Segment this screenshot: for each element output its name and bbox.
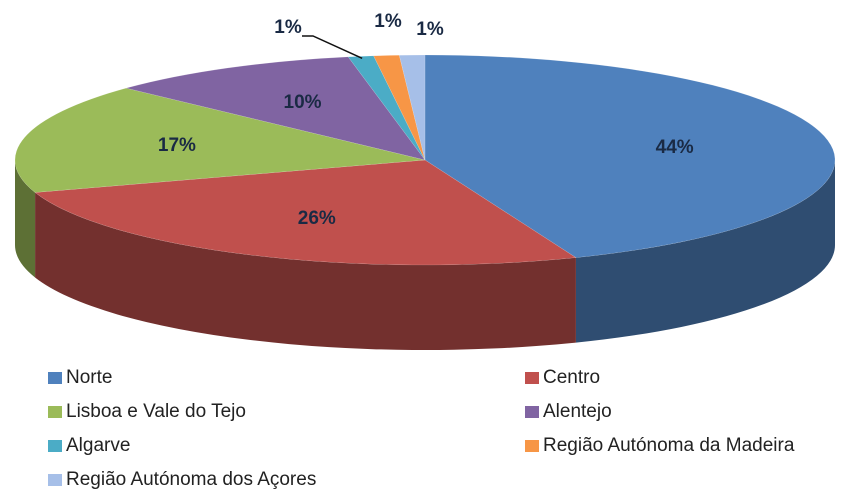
legend-swatch <box>525 440 539 452</box>
legend-label: Região Autónoma dos Açores <box>66 469 316 490</box>
value-label: 10% <box>284 92 322 113</box>
legend-swatch <box>525 406 539 418</box>
pie-side <box>15 160 36 278</box>
pie-slice <box>126 56 426 161</box>
legend-label: Lisboa e Vale do Tejo <box>66 401 246 422</box>
leader-line <box>302 35 363 60</box>
pie-slice <box>424 54 836 258</box>
legend-label: Norte <box>66 367 112 388</box>
legend-swatch <box>48 372 62 384</box>
legend-label: Centro <box>543 367 600 388</box>
legend-label: Região Autónoma da Madeira <box>543 435 795 456</box>
pie-slice <box>14 87 426 193</box>
legend-swatch <box>48 474 62 486</box>
pie-slice <box>373 54 426 161</box>
legend-swatch <box>525 372 539 384</box>
legend-label: Alentejo <box>543 401 612 422</box>
pie-slice <box>398 54 426 161</box>
value-label: 1% <box>374 11 402 32</box>
pie-side <box>35 192 576 351</box>
legend-swatch <box>48 440 62 452</box>
value-label: 44% <box>656 137 694 158</box>
pie-slice <box>34 159 577 266</box>
pie-side <box>575 160 835 343</box>
value-label: 1% <box>416 19 444 40</box>
value-label: 1% <box>274 17 302 38</box>
value-label: 26% <box>298 208 336 229</box>
legend-swatch <box>48 406 62 418</box>
pie-slice <box>347 55 426 161</box>
value-label: 17% <box>158 135 196 156</box>
legend-label: Algarve <box>66 435 130 456</box>
